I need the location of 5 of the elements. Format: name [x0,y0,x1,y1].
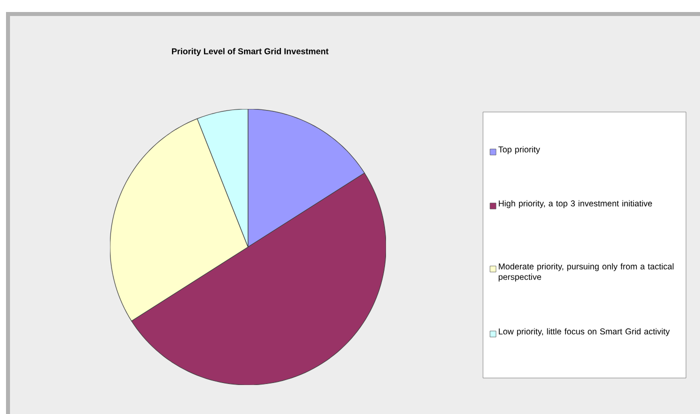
legend-label: High priority, a top 3 investment initiative [498,200,652,208]
chart-title: Priority Level of Smart Grid Investment [172,48,328,56]
legend-label: Top priority [498,146,540,154]
legend-label: Moderate priority, pursuing only from a tactical perspective [498,263,674,282]
legend-label: Low priority, little focus on Smart Grid activity [498,328,670,336]
